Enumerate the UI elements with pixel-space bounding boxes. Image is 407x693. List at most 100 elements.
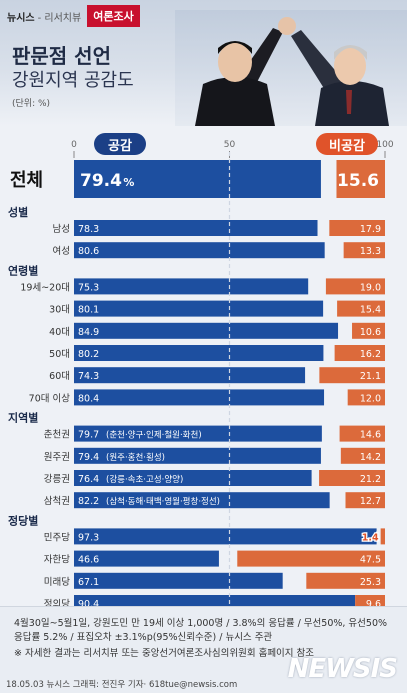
disagree-bar — [337, 300, 385, 317]
agree-bar — [74, 220, 318, 236]
row-label: 40대 — [49, 327, 70, 338]
disagree-value: 13.3 — [360, 246, 381, 257]
disagree-bar — [319, 470, 385, 486]
group-header: 지역별 — [8, 411, 38, 425]
row-label: 미래당 — [44, 577, 70, 588]
disagree-value: 21.2 — [360, 474, 381, 485]
disagree-bar — [347, 389, 385, 406]
disagree-bar — [352, 322, 385, 339]
agree-value: 82.2 — [78, 496, 99, 507]
row-label: 자한당 — [44, 555, 70, 566]
row-label: 민주당 — [44, 532, 70, 543]
agree-value: 80.4 — [78, 393, 99, 404]
x-tick-label: 50 — [224, 140, 236, 150]
agree-bar — [74, 389, 325, 406]
disagree-value: 19.0 — [360, 282, 381, 293]
agree-value: 46.6 — [78, 555, 99, 566]
agree-bar — [74, 300, 324, 317]
disagree-bar — [345, 492, 385, 509]
disagree-value: 16.2 — [360, 349, 381, 360]
disagree-bar — [319, 367, 385, 384]
disagree-bar — [339, 425, 385, 442]
row-label: 강릉권 — [44, 473, 70, 485]
footer — [0, 606, 407, 693]
total-agree-unit: % — [123, 176, 134, 189]
disagree-value: 10.6 — [360, 327, 381, 338]
row-label: 원주권 — [44, 451, 70, 463]
row-label: 50대 — [49, 349, 70, 360]
disagree-bar — [380, 528, 385, 545]
agree-bar — [74, 425, 322, 442]
agree-bar — [74, 322, 339, 339]
group-header: 정당별 — [8, 513, 38, 527]
agree-bar — [74, 278, 309, 295]
region-note: (원주·홍천·횡성) — [106, 452, 165, 463]
disagree-bar — [343, 242, 385, 259]
disagree-bar — [306, 572, 385, 589]
disagree-value: 17.9 — [360, 224, 381, 235]
disagree-value: 12.0 — [360, 393, 381, 404]
page-title: 판문점 선언 — [12, 44, 111, 68]
agree-value: 79.4 — [78, 452, 99, 463]
footer-note-1: 4월30일~5월1일, 강원도민 만 19세 이상 1,000명 / 3.8%의… — [14, 618, 388, 629]
agree-bar — [74, 528, 377, 545]
total-agree-value: 79.4 — [80, 171, 122, 191]
agree-value: 76.4 — [78, 474, 99, 485]
unit-label: (단위: %) — [12, 99, 51, 109]
agree-value: 80.1 — [78, 305, 99, 316]
footer-credit: 18.05.03 뉴시스 그래픽: 전진우 기자· 618tue@newsis.… — [6, 680, 238, 690]
legend-disagree: 비공감 — [316, 133, 378, 155]
agree-value: 97.3 — [78, 532, 99, 543]
row-label: 여성 — [53, 245, 70, 257]
leaders-photo-icon — [175, 10, 407, 126]
row-label: 60대 — [49, 371, 70, 382]
brand-bar: 뉴시스 - 리서치뷰 여론조사 — [7, 5, 140, 27]
total-row-label: 전체 — [10, 170, 43, 191]
agree-bar — [74, 595, 356, 606]
total-agree-bar — [74, 160, 321, 198]
agree-bar — [74, 447, 321, 464]
agree-value: 67.1 — [78, 577, 99, 588]
agree-bar — [74, 470, 312, 486]
agree-value: 78.3 — [78, 224, 99, 235]
disagree-value: 15.4 — [360, 305, 381, 316]
agree-bar — [74, 242, 325, 259]
x-tick-label: 0 — [71, 140, 77, 150]
page-subtitle: 강원지역 공감도 — [12, 70, 134, 91]
disagree-value: 12.7 — [360, 496, 381, 507]
disagree-value: 14.6 — [360, 430, 381, 441]
region-note: (삼척·동해·태백·영월·평창·정선) — [106, 496, 220, 507]
disagree-bar — [329, 220, 385, 236]
brand-sub: - 리서치뷰 — [37, 12, 82, 24]
agree-bar — [74, 492, 330, 509]
agree-value: 79.7 — [78, 430, 99, 441]
row-label: 남성 — [53, 224, 70, 235]
disagree-value: 25.3 — [360, 577, 381, 588]
disagree-bar — [340, 447, 385, 464]
row-label: 춘천권 — [44, 429, 70, 441]
agree-bar — [74, 367, 306, 384]
group-header: 성별 — [8, 205, 28, 219]
disagree-value: 1.4 — [362, 532, 379, 543]
legend-agree: 공감 — [94, 133, 146, 155]
region-note: (강릉·속초·고성·양양) — [106, 474, 183, 485]
disagree-bar — [355, 595, 385, 606]
agree-value: 80.6 — [78, 246, 99, 257]
group-header: 연령별 — [8, 263, 38, 277]
agree-value: 74.3 — [78, 371, 99, 382]
agree-bar — [74, 550, 219, 567]
total-disagree-value: 15.6 — [337, 171, 379, 191]
x-tick-label: 100 — [376, 140, 393, 150]
footer-note-3: ※ 자세한 결과는 리서치뷰 또는 중앙선거여론조사심의위원회 홈페이지 참조 — [14, 648, 315, 659]
brand-name: 뉴시스 — [7, 12, 35, 24]
disagree-bar — [325, 278, 385, 295]
agree-bar — [74, 345, 324, 361]
disagree-value: 9.6 — [366, 599, 381, 606]
region-note: (춘천·양구·인제·철원·화천) — [106, 430, 202, 441]
disagree-value: 14.2 — [360, 452, 381, 463]
disagree-value: 47.5 — [360, 555, 381, 566]
agree-bar — [74, 572, 283, 589]
row-label: 30대 — [49, 305, 70, 316]
agree-value: 80.2 — [78, 349, 99, 360]
